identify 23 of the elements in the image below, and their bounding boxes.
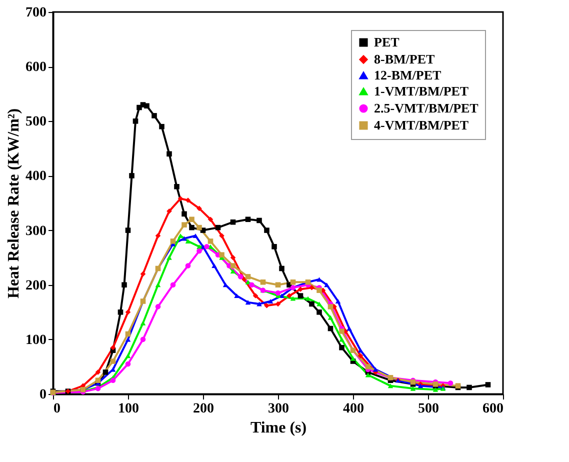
y-tick-label: 600 xyxy=(26,60,46,76)
x-tick-label: 0 xyxy=(54,402,60,416)
y-tick-label: 400 xyxy=(26,169,46,184)
x-tick-label: 400 xyxy=(343,402,364,416)
y-tick-label: 300 xyxy=(26,224,46,239)
x-tick-label: 500 xyxy=(418,402,439,416)
y-tick-label: 0 xyxy=(40,388,46,402)
y-axis-title: Heat Release Rate (KW/m²) xyxy=(6,108,22,299)
legend-label: PET xyxy=(374,34,400,50)
y-tick-label: 100 xyxy=(26,332,46,348)
legend-label: 4-VMT/BM/PET xyxy=(374,118,469,132)
legend-label: 1-VMT/BM/PET xyxy=(374,84,469,98)
legend-label: 12-BM/PET xyxy=(374,68,442,82)
y-tick-label: 700 xyxy=(26,6,46,20)
x-tick-label: 200 xyxy=(193,402,214,416)
x-tick-label: 600 xyxy=(482,402,504,416)
legend-label: 8-BM/PET xyxy=(374,52,435,66)
legend-label: 2.5-VMT/BM/PET xyxy=(374,100,479,116)
y-tick-label: 200 xyxy=(26,278,46,294)
x-axis-title: Time (s) xyxy=(250,420,307,436)
x-tick-label: 100 xyxy=(118,402,139,416)
x-tick-label: 300 xyxy=(268,402,289,416)
y-tick-label: 500 xyxy=(26,114,46,130)
